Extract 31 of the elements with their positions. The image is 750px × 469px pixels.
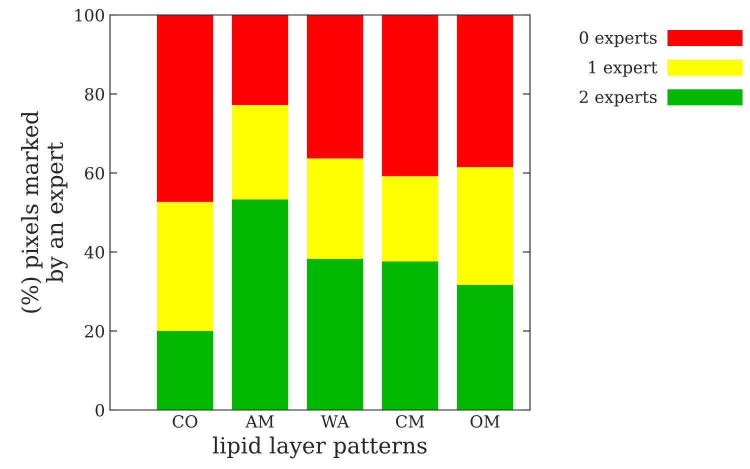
bar bbox=[306, 158, 364, 259]
bar bbox=[382, 261, 438, 410]
bar bbox=[382, 176, 438, 262]
x-tick-label: AM bbox=[245, 415, 274, 428]
x-tick-label: CO bbox=[172, 415, 198, 428]
y-tick-label: 20 bbox=[85, 324, 104, 338]
bar bbox=[382, 15, 438, 176]
bar bbox=[232, 15, 288, 106]
bar bbox=[306, 258, 364, 410]
bar bbox=[456, 284, 514, 410]
x-tick-label: OM bbox=[470, 415, 500, 428]
legend-label: 2 experts bbox=[580, 90, 657, 106]
y-tick-label: 60 bbox=[85, 166, 104, 180]
bar bbox=[156, 331, 214, 410]
bar bbox=[456, 15, 514, 168]
y-axis-title: (%) pixels marked by an expert bbox=[21, 111, 68, 313]
legend-label: 0 experts bbox=[580, 31, 657, 48]
x-tick-label: CM bbox=[396, 415, 424, 428]
y-tick-label: 40 bbox=[84, 246, 104, 259]
legend-label: 1 expert bbox=[589, 60, 658, 77]
x-axis-title: lipid layer patterns bbox=[212, 436, 427, 458]
bar bbox=[156, 202, 214, 331]
bar bbox=[232, 105, 288, 200]
bar bbox=[232, 199, 288, 410]
bar bbox=[456, 167, 514, 285]
y-tick-label: 0 bbox=[96, 404, 104, 417]
bar bbox=[306, 15, 364, 158]
y-tick-label: 100 bbox=[75, 8, 104, 22]
bar bbox=[156, 15, 214, 202]
y-tick-label: 80 bbox=[85, 88, 104, 101]
x-tick-label: WA bbox=[320, 415, 350, 428]
